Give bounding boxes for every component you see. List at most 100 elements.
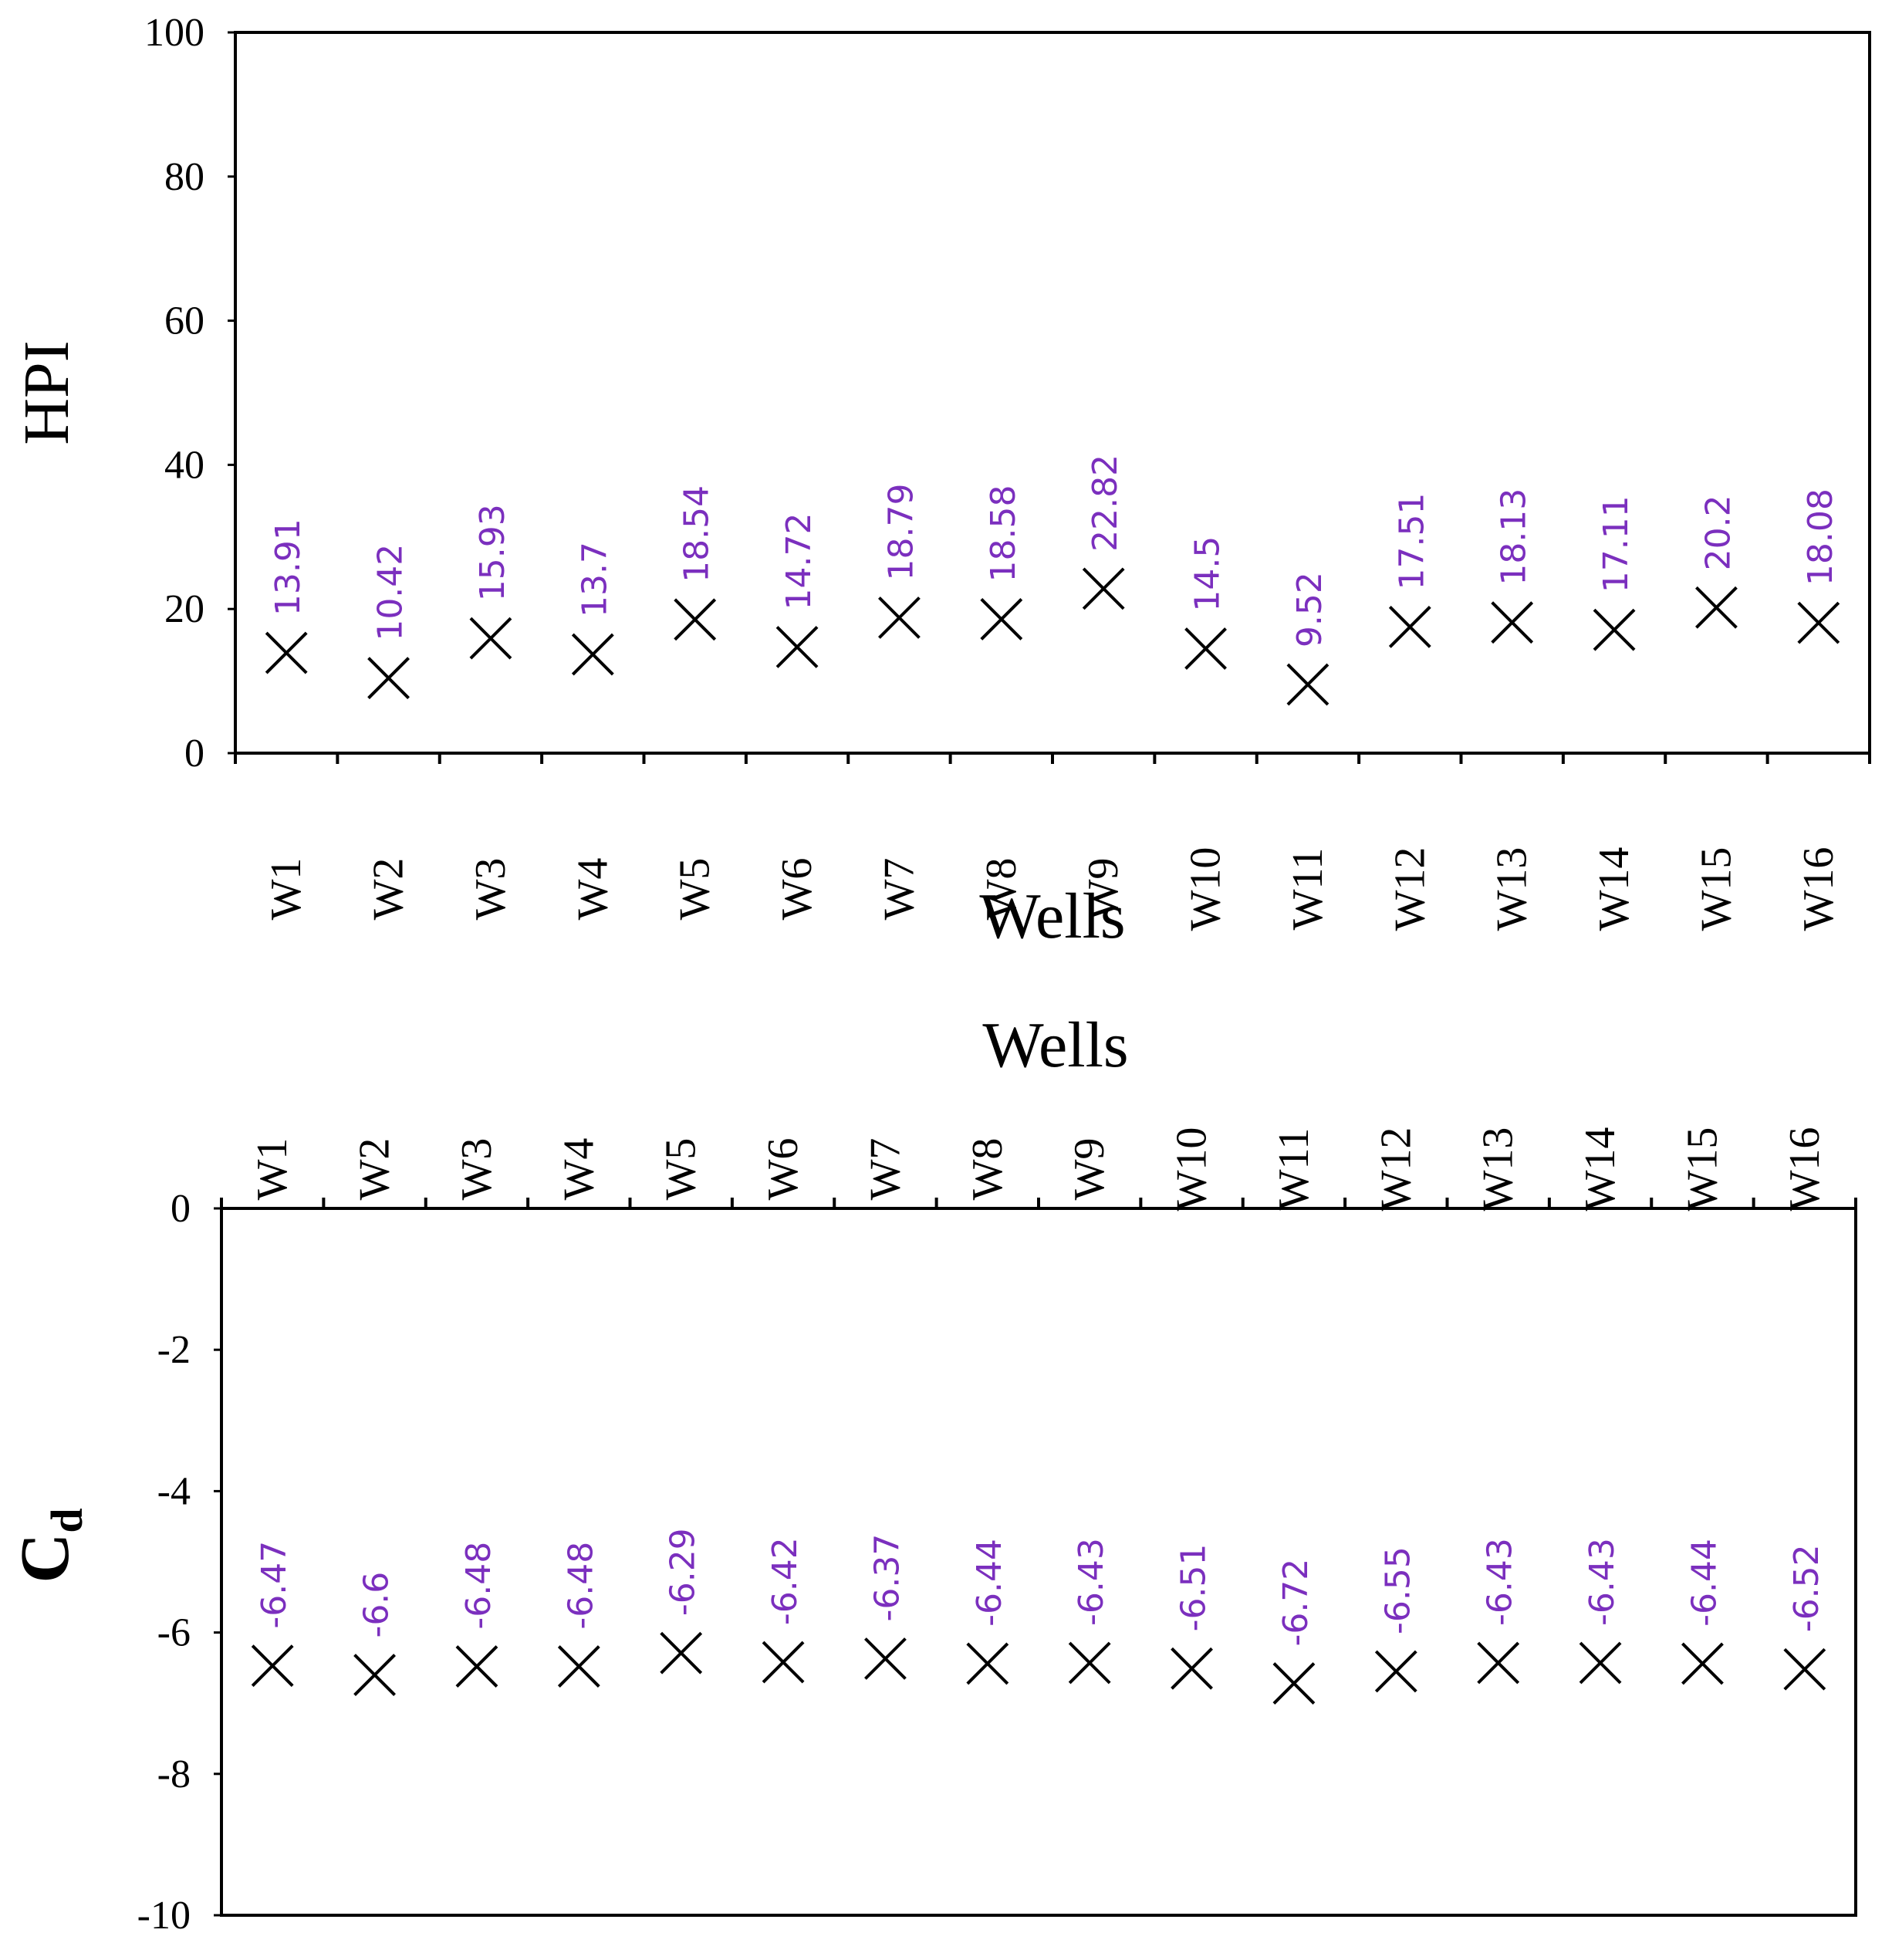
hpi-data-label: 18.79 xyxy=(881,484,921,581)
cd-data-label: -6.48 xyxy=(459,1542,498,1630)
cd-data-label: -6.6 xyxy=(357,1572,397,1638)
cd-y-tick-label: -6 xyxy=(157,1611,191,1655)
hpi-category-label: W2 xyxy=(365,858,413,921)
hpi-point-marker xyxy=(878,596,921,639)
hpi-point-marker xyxy=(1797,601,1840,644)
cd-x-axis: W1 W2 W3 W4 W5 W6 W7 W8 W9 W10 W11 W12 W13 W14 W15 W16 xyxy=(220,1127,1857,1211)
cd-point-marker xyxy=(1681,1642,1724,1685)
hpi-category-label: W12 xyxy=(1386,847,1434,931)
hpi-category-label: W8 xyxy=(978,858,1025,921)
hpi-category-label: W4 xyxy=(569,858,617,921)
hpi-data-label: 18.13 xyxy=(1495,488,1534,586)
hpi-data-label: 18.54 xyxy=(677,485,717,583)
hpi-point-marker xyxy=(1286,663,1329,706)
hpi-data-label: 13.91 xyxy=(269,519,308,616)
hpi-y-tick-label: 0 xyxy=(184,732,204,776)
cd-data-label: -6.29 xyxy=(664,1528,703,1616)
hpi-series: 13.91 10.42 15.93 13.7 18.54 14.72 18.79 18.58 2… xyxy=(265,455,1840,706)
hpi-plot-frame xyxy=(234,31,1871,755)
hpi-data-label: 14.5 xyxy=(1188,536,1228,612)
cd-category-label: W1 xyxy=(248,1138,296,1201)
cd-data-label: -6.55 xyxy=(1378,1546,1417,1634)
cd-category-label: W13 xyxy=(1475,1127,1522,1211)
cd-y-axis: 0 -2 -4 -6 -8 -10 xyxy=(137,1187,221,1938)
hpi-data-label: 13.7 xyxy=(575,542,614,617)
cd-point-marker xyxy=(1477,1641,1520,1685)
cd-category-label: W15 xyxy=(1678,1127,1726,1211)
cd-point-marker xyxy=(660,1631,703,1674)
cd-point-marker xyxy=(966,1642,1009,1685)
cd-category-label: W11 xyxy=(1270,1128,1318,1211)
cd-category-label: W8 xyxy=(964,1138,1012,1201)
hpi-y-tick-label: 20 xyxy=(164,587,204,631)
cd-data-label: -6.43 xyxy=(1072,1538,1111,1626)
cd-category-label: W6 xyxy=(759,1138,807,1201)
hpi-point-marker xyxy=(1593,608,1636,651)
cd-category-label: W16 xyxy=(1781,1127,1829,1211)
hpi-data-label: 14.72 xyxy=(779,513,819,610)
cd-category-label: W12 xyxy=(1372,1127,1420,1211)
cd-category-label: W2 xyxy=(351,1138,399,1201)
cd-point-marker xyxy=(557,1645,600,1688)
cd-chart: 0 -2 -4 -6 -8 -10 W1 W2 W3 W4 W5 W6 W7 W8 W9 W10 W11 W12… xyxy=(7,1009,1857,1938)
hpi-category-label: W3 xyxy=(467,858,515,921)
hpi-point-marker xyxy=(980,598,1023,640)
cd-category-label: W4 xyxy=(555,1138,603,1201)
cd-y-tick-label: -10 xyxy=(137,1894,191,1938)
cd-y-axis-title-main: C xyxy=(7,1533,83,1583)
hpi-point-marker xyxy=(1695,586,1738,629)
hpi-category-label: W13 xyxy=(1488,847,1536,931)
cd-data-label: -6.52 xyxy=(1787,1544,1826,1632)
cd-category-label: W14 xyxy=(1576,1127,1624,1211)
hpi-point-marker xyxy=(469,617,512,660)
cd-x-axis-title: Wells xyxy=(982,1009,1128,1081)
cd-category-label: W10 xyxy=(1168,1127,1216,1211)
cd-data-label: -6.44 xyxy=(970,1539,1009,1627)
hpi-point-marker xyxy=(571,633,614,676)
hpi-x-axis: W1 W2 W3 W4 W5 W6 W7 W8 W9 W10 W11 W12 W13 W14 W15 W16 xyxy=(234,753,1871,931)
hpi-category-label: W6 xyxy=(773,858,821,921)
hpi-point-marker xyxy=(367,657,410,700)
cd-point-marker xyxy=(455,1645,498,1688)
hpi-category-label: W15 xyxy=(1692,847,1740,931)
hpi-data-label: 10.42 xyxy=(371,544,410,641)
cd-y-axis-title-subscript: d xyxy=(42,1508,92,1533)
hpi-data-label: 22.82 xyxy=(1086,455,1125,552)
hpi-point-marker xyxy=(1388,606,1431,648)
cd-data-label: -6.48 xyxy=(561,1542,600,1630)
hpi-y-axis: 0 20 40 60 80 100 xyxy=(144,11,235,776)
cd-data-label: -6.72 xyxy=(1276,1559,1316,1647)
cd-category-label: W5 xyxy=(657,1138,705,1201)
hpi-data-label: 15.93 xyxy=(473,504,512,601)
cd-data-label: -6.51 xyxy=(1174,1543,1214,1631)
hpi-data-label: 9.52 xyxy=(1290,572,1329,647)
hpi-category-label: W10 xyxy=(1182,847,1230,931)
hpi-chart: 0 20 40 60 80 100 W1 W2 W3 W4 W5 W6 W7 W8 W9 W10 W11 W12… xyxy=(11,11,1871,952)
cd-data-label: -6.44 xyxy=(1684,1539,1724,1627)
hpi-category-label: W5 xyxy=(671,858,719,921)
hpi-point-marker xyxy=(1082,567,1125,610)
hpi-point-marker xyxy=(1491,601,1534,644)
cd-data-label: -6.43 xyxy=(1481,1538,1520,1626)
cd-point-marker xyxy=(864,1637,907,1680)
hpi-data-label: 20.2 xyxy=(1698,495,1738,570)
hpi-category-label: W7 xyxy=(875,858,923,921)
cd-y-tick-label: -8 xyxy=(157,1752,191,1796)
cd-y-axis-title: Cd xyxy=(7,1508,92,1583)
hpi-y-tick-label: 80 xyxy=(164,155,204,199)
hpi-y-tick-label: 100 xyxy=(144,11,204,55)
hpi-point-marker xyxy=(1184,627,1227,670)
cd-series: -6.47 -6.6 -6.48 -6.48 -6.29 -6.42 -6.37 -6.44 -… xyxy=(251,1528,1826,1705)
cd-point-marker xyxy=(1374,1650,1417,1693)
cd-point-marker xyxy=(1171,1647,1213,1690)
cd-data-label: -6.42 xyxy=(765,1537,805,1625)
hpi-category-label: W16 xyxy=(1795,847,1843,931)
hpi-point-marker xyxy=(265,631,308,674)
hpi-data-label: 18.58 xyxy=(984,485,1023,582)
cd-y-tick-label: 0 xyxy=(171,1187,191,1231)
cd-point-marker xyxy=(762,1641,805,1684)
cd-point-marker xyxy=(251,1644,294,1688)
cd-category-label: W7 xyxy=(861,1138,909,1201)
cd-y-tick-label: -4 xyxy=(157,1469,191,1513)
